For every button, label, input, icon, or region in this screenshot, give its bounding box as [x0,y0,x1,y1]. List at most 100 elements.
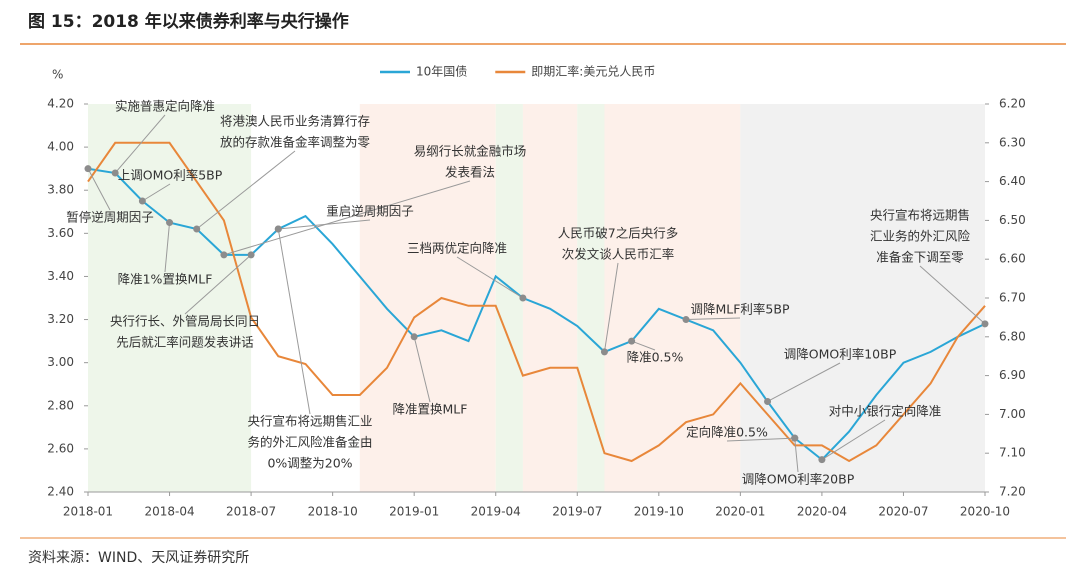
annotation-text: 汇业务的外汇风险 [870,229,971,244]
y-unit: % [52,68,63,82]
annotation-leader [603,262,619,352]
legend-label: 即期汇率:美元兑人民币 [531,64,655,79]
series-line [87,141,986,463]
y-tick-label: 3.80 [47,183,74,197]
annotation-text: 易纲行长就金融市场 [414,144,527,159]
annotation-text: 央行行长、外管局局长同日 [110,314,260,329]
annotation-leader [919,265,986,325]
series-line [87,167,986,462]
x-tick-label: 2018-07 [226,505,276,519]
annotation-text: 暂停逆周期因子 [66,210,154,225]
x-tick-label: 2020-10 [960,505,1010,519]
annotation-dot [111,169,119,177]
annotation-dot [682,316,690,324]
x-tick-label: 2020-04 [797,505,847,519]
y-tick-label: 3.00 [47,355,74,369]
shaded-period [88,104,252,492]
annotation-dot [138,197,146,205]
y-tick-label: 3.20 [47,312,74,326]
annotation-leader [142,183,171,202]
annotation-text: 调降MLF利率5BP [690,302,789,317]
annotation-leader [726,437,795,442]
chart-title: 图 15：2018 年以来债券利率与央行操作 [28,11,349,32]
annotation-text: 上调OMO利率5BP [118,168,223,183]
shaded-period [495,104,523,492]
y2-tick-label: 6.80 [999,329,1026,343]
annotation-dot [220,251,228,259]
annotation-leader [277,228,311,415]
annotation-dot [519,294,527,302]
shaded-period [577,104,605,492]
annotation-text: 将港澳人民币业务清算行存 [220,114,370,129]
y-tick-label: 3.60 [47,226,74,240]
y-tick-label: 2.80 [47,398,74,412]
x-tick-label: 2020-01 [715,505,765,519]
x-tick-label: 2019-10 [634,505,684,519]
y2-tick-label: 6.40 [999,174,1026,188]
x-tick-label: 2019-07 [552,505,602,519]
annotation-dot [600,348,608,356]
annotation-dot [981,320,989,328]
annotation-text: 次发文谈人民币汇率 [562,247,675,262]
y2-tick-label: 7.10 [999,446,1026,460]
annotation-leader [685,317,741,321]
annotation-text: 务的外汇风险准备金由 [247,435,372,450]
y2-tick-label: 6.20 [999,97,1026,111]
annotation-text: 降准0.5% [627,350,684,365]
x-tick-label: 2018-10 [308,505,358,519]
annotation-text: 发表看法 [445,165,495,180]
annotation-leader [184,254,252,315]
shaded-period [522,104,578,492]
y2-tick-label: 7.20 [999,485,1026,499]
y2-tick-label: 6.60 [999,252,1026,266]
shaded-period [359,104,496,492]
annotation-text: 0%调整为20% [267,456,352,471]
annotation-dot [410,333,418,341]
y2-tick-label: 6.50 [999,213,1026,227]
y2-tick-label: 6.30 [999,135,1026,149]
annotation-text: 调降OMO利率20BP [742,472,855,487]
x-tick-label: 2018-04 [144,505,194,519]
annotation-text: 降准置换MLF [393,402,468,417]
annotation-dot [818,456,826,464]
x-tick-label: 2018-01 [63,505,113,519]
annotation-text: 三档两优定向降准 [407,241,507,256]
legend-label: 10年国债 [416,65,467,79]
annotation-leader [413,336,431,403]
annotation-text: 央行宣布将远期售汇业 [247,414,372,429]
annotation-dot [166,219,174,227]
annotation-text: 央行宣布将远期售 [870,208,970,223]
x-tick-label: 2020-07 [878,505,928,519]
annotation-leader [164,222,171,273]
y-tick-label: 4.20 [47,97,74,111]
annotation-leader [821,419,886,461]
annotation-leader [767,362,841,402]
annotation-leader [794,438,799,473]
x-tick-label: 2019-01 [389,505,439,519]
annotation-text: 对中小银行定向降准 [829,404,942,419]
annotation-text: 重启逆周期因子 [326,204,414,219]
annotation-text: 实施普惠定向降准 [115,99,215,114]
shaded-period [604,104,741,492]
annotation-leader [87,168,111,211]
annotation-text: 先后就汇率问题发表讲话 [116,335,254,350]
annotation-leader [631,340,656,351]
x-tick-label: 2019-04 [471,505,521,519]
annotation-dot [84,165,92,173]
annotation-leader [223,180,471,256]
y2-tick-label: 7.00 [999,407,1026,421]
source: 资料来源：WIND、天风证券研究所 [28,550,249,566]
annotation-text: 降准1%置换MLF [118,272,213,287]
shaded-period [740,104,985,492]
y-tick-label: 3.40 [47,269,74,283]
annotation-text: 准备金下调至零 [876,250,964,265]
y-tick-label: 2.60 [47,441,74,455]
annotation-leader [456,256,524,299]
y2-tick-label: 6.90 [999,368,1026,382]
annotation-text: 调降OMO利率10BP [784,347,897,362]
y2-tick-label: 6.70 [999,291,1026,305]
annotation-text: 放的存款准备金率调整为零 [220,135,371,150]
annotation-leader [278,219,371,230]
